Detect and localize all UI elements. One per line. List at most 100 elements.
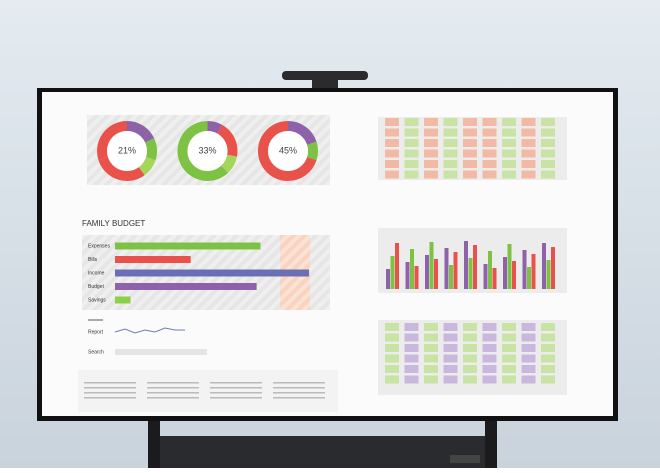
bar [492, 268, 497, 289]
table-cell [443, 354, 458, 363]
table-cell [482, 128, 497, 137]
table-cell [482, 139, 497, 147]
table-cell [502, 344, 516, 352]
table-cell [463, 375, 477, 384]
text-line [147, 387, 199, 389]
table-cell [502, 365, 516, 373]
budget-bar [115, 256, 191, 263]
table-cell [521, 323, 536, 331]
bar [414, 266, 419, 289]
table-cell [424, 333, 438, 342]
table-cell [443, 139, 458, 147]
donut-segment [138, 156, 156, 176]
bar [512, 261, 516, 289]
table-cell [404, 160, 419, 168]
donut-label: 33% [198, 145, 216, 155]
table-cell [541, 170, 555, 179]
donut-segment [220, 154, 237, 173]
table-cell [404, 365, 419, 373]
stand-leg [148, 418, 160, 468]
table-cell [385, 149, 399, 158]
table-cell [385, 365, 399, 373]
camera [282, 71, 368, 80]
table-cell [541, 128, 555, 137]
table-cell [482, 118, 497, 126]
bar [425, 255, 429, 289]
bar [488, 251, 492, 289]
table-cell [404, 323, 419, 331]
table-cell [521, 344, 536, 352]
table-cell [424, 118, 438, 126]
text-area [78, 370, 338, 412]
table-cell [385, 323, 399, 331]
donut-hole [187, 131, 228, 171]
donut-segment [180, 159, 229, 181]
table-cell [424, 160, 438, 168]
search-box[interactable] [115, 349, 207, 355]
budget-bar [115, 269, 309, 277]
donut-label: 45% [279, 145, 297, 155]
donut-segment [258, 150, 289, 181]
table-cell [385, 128, 399, 137]
stand-leg [485, 418, 497, 468]
table-cell [502, 149, 516, 158]
table-cell [424, 170, 438, 179]
table-cell [541, 375, 555, 384]
bar [390, 256, 395, 289]
camera-mount [312, 79, 338, 89]
table-cell [385, 118, 399, 126]
search-label: Search [88, 349, 104, 355]
text-line [84, 387, 136, 389]
table-cell [424, 344, 438, 352]
table-cell [443, 149, 458, 158]
bar [546, 260, 551, 289]
table-cell [404, 118, 419, 126]
table-cell [541, 333, 555, 342]
donut-hole [107, 131, 147, 171]
text-line [210, 397, 262, 399]
bar [410, 249, 414, 289]
table-cell [404, 128, 419, 137]
table-cell [424, 128, 438, 137]
table-cell [463, 365, 477, 373]
text-line [210, 392, 262, 394]
table-cell [541, 365, 555, 373]
table-cell [463, 160, 477, 168]
budget-label: Savings [88, 297, 106, 303]
text-line [273, 397, 325, 399]
bar [429, 242, 434, 289]
table-cell [385, 160, 399, 168]
table-cell [424, 354, 438, 363]
table-cell [463, 128, 477, 137]
table-cell [502, 323, 516, 331]
table-cell [482, 323, 497, 331]
table-cell [482, 354, 497, 363]
bar [444, 248, 449, 289]
donut-segment [207, 121, 222, 134]
table-cell [521, 128, 536, 137]
table-cell [385, 344, 399, 352]
table-cell [443, 118, 458, 126]
text-line [84, 397, 136, 399]
table-cell [502, 128, 516, 137]
bar [473, 245, 477, 289]
table-panel [378, 117, 567, 180]
report-label: Report [88, 329, 104, 335]
table-cell [541, 344, 555, 352]
table-cell [541, 160, 555, 168]
budget-label: Budget [88, 284, 104, 290]
stand-shelf [160, 436, 485, 468]
budget-bar [115, 283, 257, 290]
table-cell [463, 118, 477, 126]
table-cell [404, 375, 419, 384]
table-cell [443, 160, 458, 168]
text-line [147, 392, 199, 394]
budget-bar [115, 296, 131, 304]
table-cell [385, 139, 399, 147]
table-cell [502, 333, 516, 342]
table-cell [502, 354, 516, 363]
table-cell [443, 170, 458, 179]
table-cell [463, 170, 477, 179]
bar [395, 243, 399, 289]
